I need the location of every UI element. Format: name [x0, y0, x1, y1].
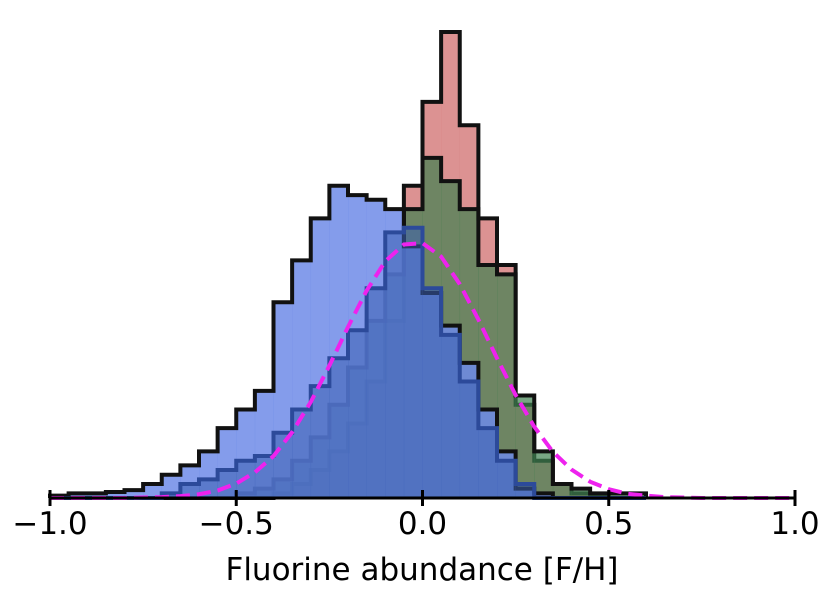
histogram-bar [497, 274, 516, 498]
histogram-bar [124, 490, 144, 498]
histogram-bar [441, 334, 461, 498]
histogram-bar [422, 288, 442, 498]
histogram-bar [87, 493, 107, 498]
histogram-bar [348, 330, 367, 498]
x-tick-label: 0.0 [398, 506, 447, 542]
histogram-bar [515, 395, 535, 498]
histogram [50, 225, 646, 500]
histogram-bar [105, 491, 125, 498]
histogram-bar [161, 493, 181, 498]
histogram-bar [143, 484, 163, 498]
x-tick-label: −0.5 [199, 506, 274, 542]
plot-area [48, 30, 795, 500]
x-tick-label: 0.5 [584, 506, 633, 542]
histogram-outline [48, 183, 646, 500]
histogram-bar [590, 493, 610, 498]
histogram-bar [552, 484, 572, 498]
histogram-bar [68, 493, 88, 498]
histogram-bar [329, 358, 349, 498]
histogram-bar [571, 488, 591, 498]
histogram-bar [217, 470, 237, 498]
histogram-bar [366, 288, 386, 498]
histogram-bar [608, 493, 628, 498]
x-tick-label: 1.0 [770, 506, 819, 542]
histogram-bar [403, 227, 423, 498]
x-tick-label: −1.0 [12, 506, 87, 542]
histogram-bar [497, 460, 516, 498]
histogram-bar [534, 451, 554, 498]
histogram-bar [273, 432, 293, 498]
x-axis-label: Fluorine abundance [F/H] [225, 552, 618, 588]
histogram-bar [292, 409, 312, 498]
histogram-bar [515, 484, 535, 498]
histogram-outline [50, 225, 646, 500]
histogram-bar [385, 232, 405, 498]
histogram-bar [459, 381, 479, 498]
histogram-bar [478, 428, 498, 498]
histogram-bar [310, 386, 330, 498]
histogram-bar [534, 493, 554, 498]
